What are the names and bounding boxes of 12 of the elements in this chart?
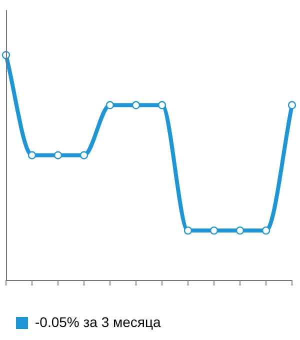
point: [80, 151, 88, 160]
point: [132, 101, 140, 110]
point: [236, 226, 244, 235]
point: [158, 101, 166, 110]
point: [210, 226, 218, 235]
point: [184, 226, 192, 235]
point: [288, 101, 296, 110]
point: [262, 226, 270, 235]
point: [28, 151, 36, 160]
point: [106, 101, 114, 110]
legend-label: -0.05% за 3 месяца: [35, 314, 162, 330]
point: [54, 151, 62, 160]
